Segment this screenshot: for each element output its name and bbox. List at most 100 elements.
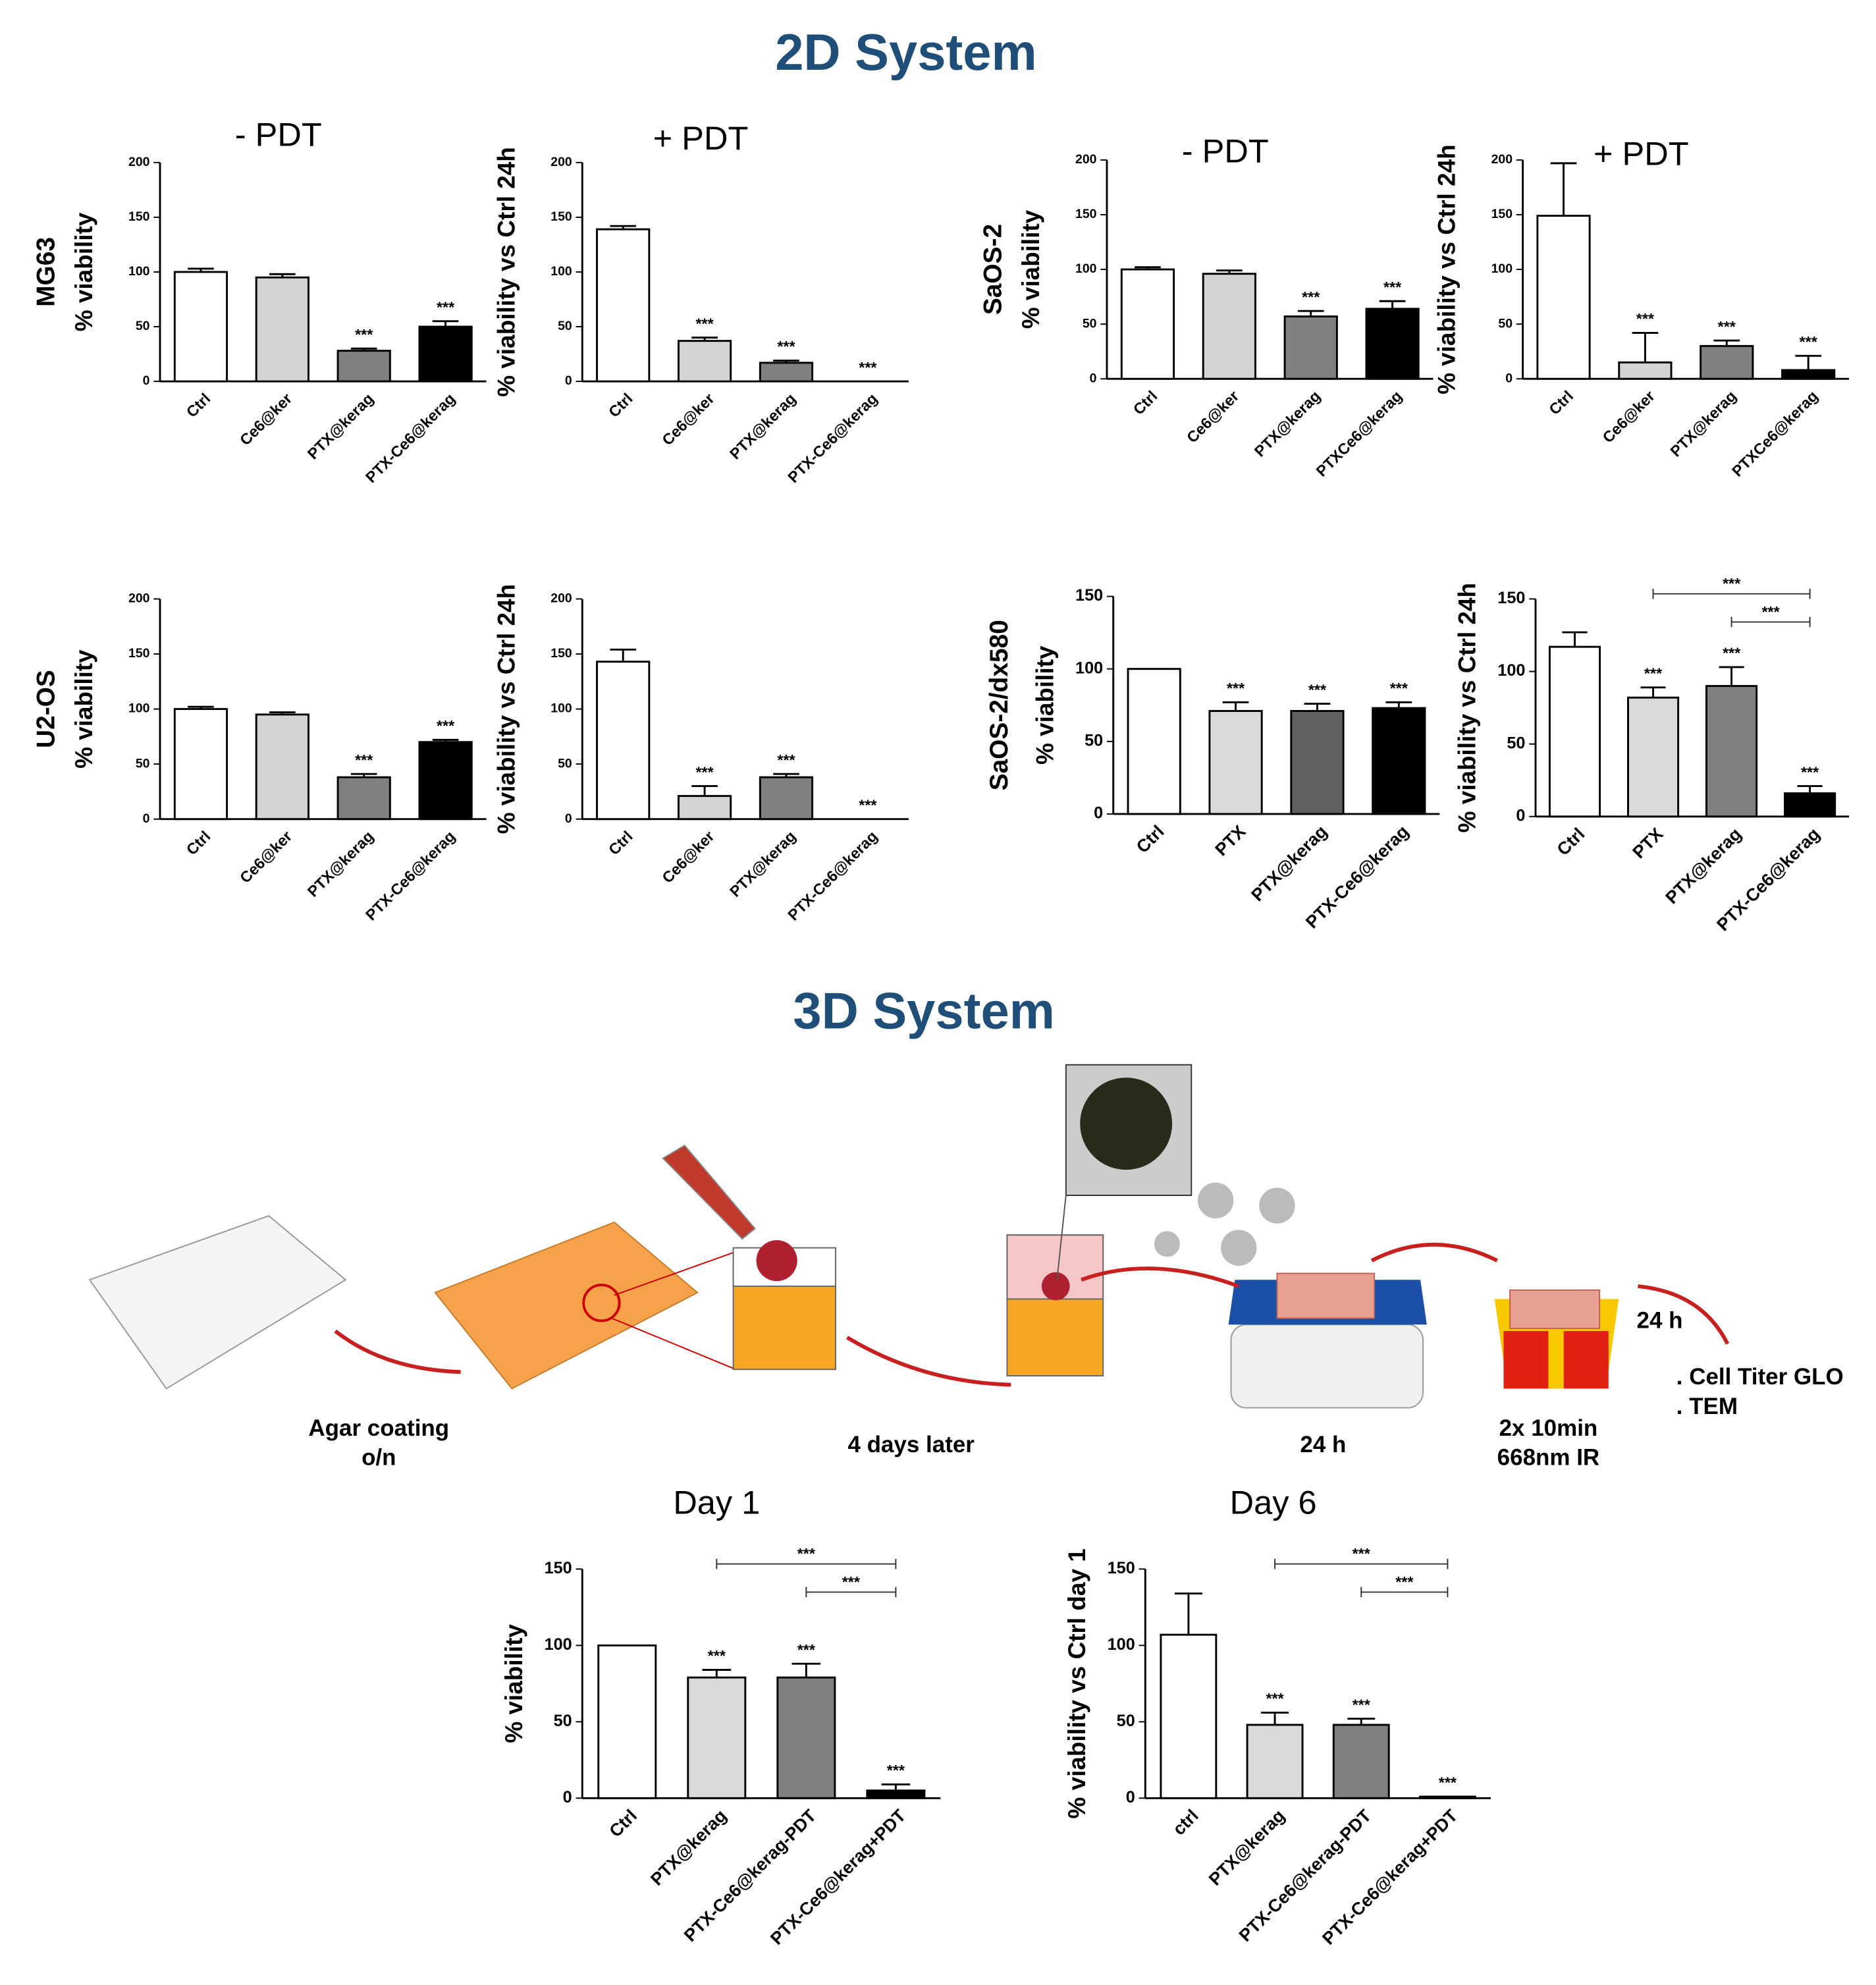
- significance: ***: [355, 326, 373, 343]
- bar-chart: % viability vs Ctrl 24h 0 50 100 150 200 Ctrl *…: [493, 584, 909, 924]
- significance: ***: [437, 717, 455, 734]
- y-tick-label: 50: [136, 319, 150, 333]
- plate: [434, 1221, 699, 1390]
- bar: [418, 741, 473, 821]
- x-tick-label: Ctrl: [605, 390, 636, 421]
- arrow: [846, 1336, 1011, 1387]
- bar-chart: + PDT % viability vs Ctrl 24h 0 50 100 150 200…: [1434, 134, 1850, 480]
- significance: ***: [1644, 665, 1663, 682]
- x-tick-label: Ce6@ker: [658, 390, 717, 449]
- x-tick-label: Ce6@ker: [658, 828, 717, 886]
- x-tick-label: PTX-Ce6@kerag: [362, 828, 458, 924]
- bar: [866, 1789, 926, 1799]
- significance: ***: [777, 338, 795, 355]
- significance: ***: [777, 751, 795, 769]
- x-tick-label: Ctrl: [605, 828, 636, 859]
- diagram-label: 4 days later: [847, 1432, 975, 1457]
- x-tick-label: Ctrl: [183, 390, 214, 421]
- significance: ***: [1723, 645, 1741, 662]
- arrow: [1081, 1266, 1240, 1288]
- significance: ***: [355, 751, 373, 769]
- ir-lamp: [1563, 1330, 1609, 1389]
- y-axis-label: % viability vs Ctrl 24h: [1434, 144, 1461, 394]
- significance: ***: [1308, 681, 1327, 698]
- significance: ***: [695, 315, 714, 332]
- row-label: SaOS-2/dx580: [985, 620, 1013, 790]
- bar: [1202, 273, 1256, 380]
- y-axis-label: % viability vs Ctrl 24h: [1454, 583, 1481, 832]
- bar: [173, 708, 228, 821]
- nanoparticle: [1259, 1187, 1295, 1224]
- y-tick-label: 0: [1516, 806, 1525, 825]
- significance: ***: [859, 796, 877, 813]
- nanoparticle: [1220, 1230, 1257, 1266]
- y-tick-label: 150: [1497, 589, 1525, 607]
- bar: [759, 776, 814, 821]
- bar: [677, 340, 732, 383]
- y-tick-label: 0: [565, 373, 572, 388]
- y-tick-label: 100: [1075, 261, 1096, 276]
- diagram-label: Agar coating: [308, 1415, 449, 1441]
- y-tick-label: 0: [143, 373, 150, 388]
- y-tick-label: 50: [558, 319, 572, 333]
- x-tick-label: PTXCe6@kerag: [1729, 387, 1821, 480]
- y-tick-label: 200: [1075, 152, 1096, 167]
- y-axis-label: % viability: [70, 649, 97, 769]
- workflow-diagram: Agar coating o/n 4 days later 24 h 2x 10…: [88, 1064, 1844, 1471]
- y-tick-label: 0: [565, 811, 572, 826]
- bar-chart: U2-OS % viability 0 50 100 150 200 Ctrl Ce6@ker *…: [32, 591, 487, 924]
- x-tick-label: PTX@kerag: [304, 390, 377, 462]
- y-tick-label: 150: [1491, 207, 1513, 221]
- diagram-label: 668nm IR: [1497, 1445, 1599, 1471]
- significance: ***: [1718, 318, 1736, 335]
- y-tick-label: 200: [128, 591, 149, 606]
- significance: ***: [1266, 1690, 1284, 1707]
- x-tick-label: PTXCe6@kerag: [1312, 387, 1405, 480]
- droplet: [756, 1240, 797, 1282]
- y-tick-label: 150: [128, 209, 149, 224]
- bar-chart: SaOS-2/dx580 % viability 0 50 100 150 Ctrl *** P…: [985, 586, 1440, 932]
- y-tick-label: 150: [545, 1559, 572, 1577]
- y-tick-label: 100: [1108, 1635, 1135, 1654]
- y-tick-label: 0: [1505, 371, 1513, 385]
- x-tick-label: Ctrl: [1133, 821, 1168, 857]
- shaker: [1230, 1324, 1424, 1409]
- section-title: 3D System: [793, 983, 1054, 1040]
- bar: [1160, 1633, 1218, 1799]
- x-tick-label: PTX@kerag: [1661, 824, 1745, 908]
- x-tick-label: PTX: [1628, 824, 1667, 862]
- y-tick-label: 50: [558, 756, 572, 771]
- y-tick-label: 50: [136, 756, 150, 771]
- y-tick-label: 100: [1497, 661, 1525, 680]
- bar: [255, 276, 309, 383]
- y-tick-label: 100: [550, 701, 572, 716]
- plate: [1276, 1272, 1376, 1319]
- y-tick-label: 100: [1075, 659, 1103, 677]
- x-tick-label: PTX@kerag: [1247, 821, 1331, 905]
- significance: ***: [1390, 680, 1408, 697]
- x-tick-label: Ctrl: [1545, 387, 1576, 418]
- plate: [88, 1214, 347, 1390]
- bar-chart: Day 6 % viability vs Ctrl day 1 0 50 100 150 c…: [1063, 1484, 1491, 1949]
- arrow: [1638, 1284, 1730, 1345]
- zoom-line: [611, 1317, 736, 1371]
- significance: ***: [695, 763, 714, 780]
- bar-chart: + PDT % viability vs Ctrl 24h 0 50 100 150 200…: [493, 119, 909, 486]
- bar: [1784, 792, 1836, 818]
- ir-lamp: [1503, 1330, 1549, 1389]
- x-tick-label: PTX: [1211, 821, 1249, 859]
- section-title: 2D System: [775, 24, 1036, 81]
- bar-chart: - PDT SaOS-2 % viability 0 50 100 150 200 Ctrl Ce…: [978, 132, 1434, 480]
- x-tick-label: Ce6@ker: [236, 390, 295, 449]
- zoom-line: [1056, 1195, 1067, 1280]
- y-axis-label: % viability vs Ctrl day 1: [1063, 1548, 1090, 1818]
- x-tick-label: PTX@kerag: [726, 828, 799, 900]
- chart-title: + PDT: [1594, 134, 1689, 172]
- highlight: [582, 1284, 621, 1322]
- row-label: SaOS-2: [978, 224, 1007, 315]
- pipette: [662, 1144, 757, 1240]
- y-tick-label: 100: [128, 701, 149, 716]
- y-tick-label: 50: [1507, 734, 1525, 752]
- x-tick-label: PTX-Ce6@kerag: [784, 390, 880, 486]
- y-tick-label: 150: [550, 209, 572, 224]
